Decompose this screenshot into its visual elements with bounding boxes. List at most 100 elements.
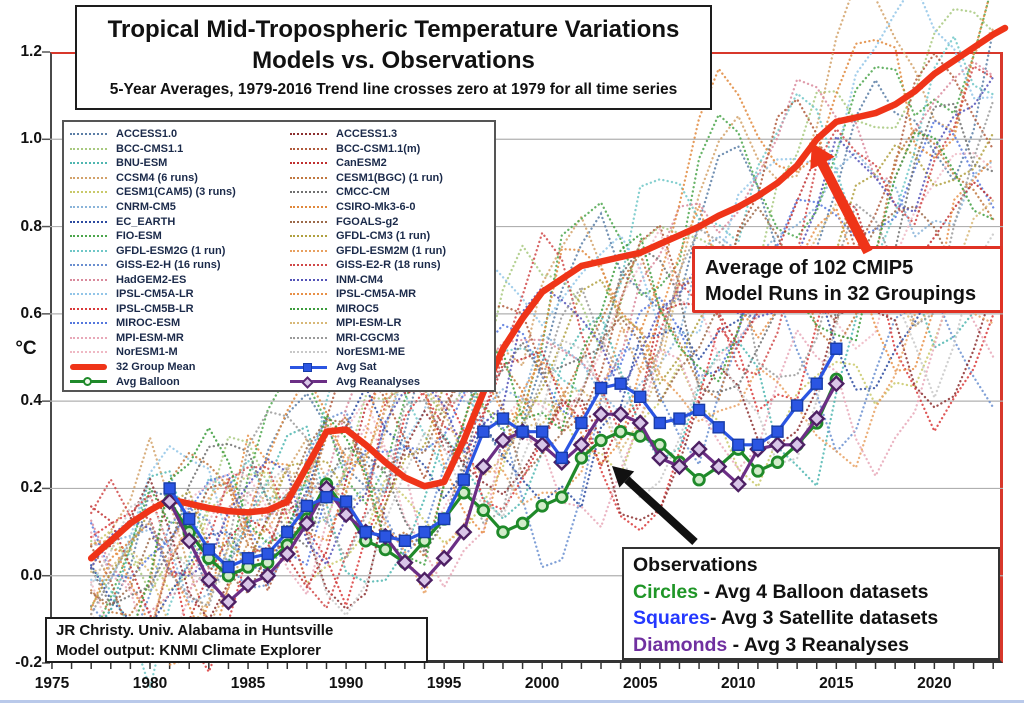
marker-square bbox=[614, 377, 627, 390]
marker-square bbox=[437, 512, 451, 526]
credit-box: JR Christy. Univ. Alabama in Huntsville … bbox=[45, 617, 428, 663]
obs-item-keyword: Squares bbox=[633, 607, 710, 629]
y-tick-label: -0.2 bbox=[15, 654, 42, 671]
legend-model-label: GISS-E2-H (16 runs) bbox=[116, 259, 221, 272]
legend-model-label: CNRM-CM5 bbox=[116, 201, 176, 213]
chart-title-line2: Models vs. Observations bbox=[252, 47, 535, 74]
marker-diamond bbox=[631, 414, 649, 432]
marker-square bbox=[555, 451, 568, 465]
y-tick-label: 0.8 bbox=[20, 217, 42, 235]
legend-model-label: NorESM1-ME bbox=[336, 346, 406, 359]
legend-model-label: MIROC5 bbox=[336, 302, 379, 315]
y-tick-label: 1.0 bbox=[20, 130, 42, 148]
legend-model-label: FGOALS-g2 bbox=[336, 215, 399, 228]
legend-model-label: MPI-ESM-MR bbox=[116, 331, 184, 344]
y-axis-unit-label: °C bbox=[15, 338, 37, 359]
marker-square bbox=[222, 560, 235, 574]
legend-dotted-swatch bbox=[70, 191, 107, 194]
marker-circle bbox=[476, 503, 491, 517]
legend-dotted-swatch bbox=[70, 278, 107, 281]
legend-model-label: CESM1(BGC) (1 run) bbox=[336, 171, 443, 184]
marker-diamond bbox=[396, 553, 414, 572]
marker-diamond bbox=[415, 571, 434, 589]
legend-dotted-swatch bbox=[70, 322, 107, 325]
x-tick-label: 2010 bbox=[721, 675, 756, 692]
marker-diamond bbox=[278, 545, 296, 563]
obs-item-text: - Avg 3 Reanalyses bbox=[727, 633, 909, 656]
x-tick-label: 2015 bbox=[819, 675, 854, 692]
legend-box: ACCESS1.0 ACCESS1.3 BCC-CMS1.1 BCC-CSM1.1(m… bbox=[62, 120, 496, 392]
marker-square bbox=[771, 425, 784, 438]
marker-diamond bbox=[709, 457, 728, 476]
x-tick-label: 2020 bbox=[917, 675, 952, 692]
credit-line1: JR Christy. Univ. Alabama in Huntsville bbox=[56, 622, 334, 639]
legend-model-label: ACCESS1.0 bbox=[116, 128, 178, 141]
x-tick-label: 1990 bbox=[328, 675, 364, 692]
model-run-line bbox=[90, 64, 995, 611]
marker-diamond bbox=[494, 431, 512, 450]
marker-square bbox=[183, 512, 196, 526]
marker-circle bbox=[613, 424, 628, 439]
marker-square bbox=[673, 412, 686, 425]
legend-dotted-swatch bbox=[70, 307, 107, 310]
legend-model-label: MPI-ESM-LR bbox=[336, 317, 402, 330]
marker-diamond bbox=[611, 405, 630, 423]
marker-square bbox=[300, 499, 314, 513]
y-tick-label: 0.4 bbox=[20, 392, 42, 410]
marker-square bbox=[281, 525, 294, 539]
legend-model-label: CCSM4 (6 runs) bbox=[116, 171, 198, 184]
marker-square bbox=[261, 547, 274, 561]
marker-diamond bbox=[258, 567, 277, 585]
legend-model-label: GFDL-ESM2G (1 run) bbox=[116, 244, 226, 257]
marker-square bbox=[241, 552, 255, 565]
legend-dotted-swatch bbox=[70, 351, 107, 354]
legend-model-label: FIO-ESM bbox=[116, 230, 162, 243]
legend-model-label: IPSL-CM5A-MR bbox=[336, 288, 417, 301]
model-run-line bbox=[90, 291, 995, 647]
legend-square-swatch bbox=[290, 361, 327, 373]
legend-dotted-swatch bbox=[70, 133, 107, 136]
legend-dotted-swatch bbox=[70, 220, 107, 223]
legend-dotted-swatch bbox=[70, 293, 107, 296]
marker-square bbox=[496, 412, 510, 425]
marker-square bbox=[810, 377, 823, 390]
x-tick-label: 2000 bbox=[524, 675, 560, 692]
marker-square bbox=[320, 490, 333, 504]
model-run-line bbox=[90, 152, 995, 641]
legend-series-label: Avg Sat bbox=[336, 361, 377, 374]
legend-model-label: ACCESS1.3 bbox=[336, 128, 398, 141]
marker-diamond bbox=[729, 475, 747, 493]
marker-diamond bbox=[455, 523, 473, 541]
cmip5-annotation-box: Average of 102 CMIP5 Model Runs in 32 Gr… bbox=[692, 246, 1003, 313]
marker-circle bbox=[535, 499, 549, 513]
legend-dotted-swatch bbox=[70, 176, 107, 179]
marker-square bbox=[359, 525, 372, 539]
marker-diamond bbox=[435, 549, 453, 567]
legend-series-label: Avg Balloon bbox=[116, 375, 180, 388]
marker-diamond bbox=[219, 593, 238, 611]
observations-annotation-box: Observations Circles - Avg 4 Balloon dat… bbox=[622, 547, 1000, 660]
y-tick-label: 0.6 bbox=[20, 304, 42, 322]
marker-diamond bbox=[827, 374, 846, 393]
chart-subtitle: 5-Year Averages, 1979-2016 Trend line cr… bbox=[109, 81, 678, 98]
marker-circle bbox=[378, 542, 393, 557]
model-run-line bbox=[90, 102, 995, 607]
legend-dotted-swatch bbox=[290, 249, 327, 252]
observations-heading: Observations bbox=[633, 554, 758, 576]
marker-diamond bbox=[572, 436, 591, 454]
legend-model-label: NorESM1-M bbox=[116, 346, 178, 359]
marker-circle bbox=[594, 433, 608, 448]
marker-diamond bbox=[160, 492, 179, 511]
x-tick-label: 1995 bbox=[426, 675, 462, 692]
x-tick-label: 2005 bbox=[622, 675, 658, 692]
series-line-32-group-mean bbox=[87, 24, 1009, 562]
marker-diamond bbox=[808, 409, 826, 428]
legend-model-label: GFDL-ESM2M (1 run) bbox=[336, 244, 446, 257]
marker-square bbox=[790, 399, 804, 412]
legend-model-label: EC_EARTH bbox=[116, 215, 176, 228]
obs-item-keyword: Diamonds bbox=[633, 633, 728, 656]
marker-square bbox=[535, 425, 549, 438]
legend-model-label: GFDL-CM3 (1 run) bbox=[336, 230, 431, 243]
legend-dotted-swatch bbox=[290, 220, 327, 223]
marker-square bbox=[653, 416, 667, 430]
